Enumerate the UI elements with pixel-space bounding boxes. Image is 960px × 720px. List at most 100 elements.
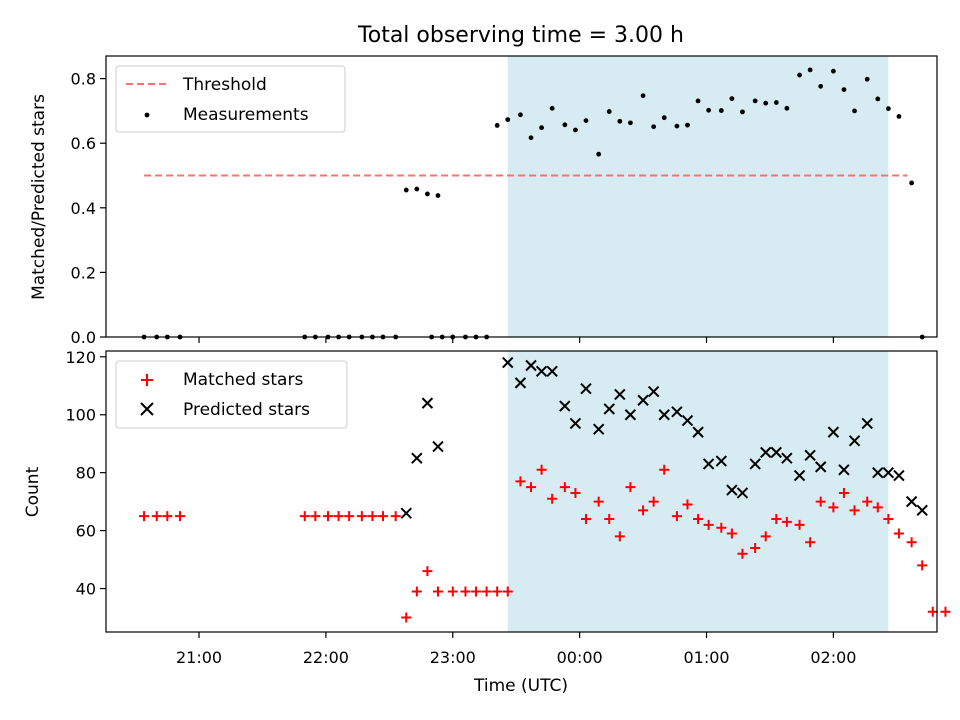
x-axis-label: Time (UTC)	[473, 676, 568, 696]
bottom-y-ticks: 40 60 80 100 120	[65, 348, 106, 599]
measurement-point-35	[627, 120, 633, 126]
bottom-legend-box	[115, 360, 348, 429]
bot-ytick-label-1: 60	[76, 522, 96, 541]
xtick-label-1: 22:00	[303, 648, 349, 667]
legend-measurements-label: Measurements	[183, 105, 309, 125]
predicted-point-30	[793, 469, 806, 482]
matched-point-25	[536, 464, 547, 475]
bottom-y-axis-label: Count	[23, 466, 43, 517]
matched-point-37	[671, 511, 682, 522]
xtick-label-0: 21:00	[176, 648, 222, 667]
matched-point-48	[794, 519, 805, 530]
predicted-point-6	[525, 359, 537, 372]
matched-point-5	[310, 511, 321, 522]
bot-ytick-label-3: 100	[65, 406, 96, 425]
matched-point-14	[411, 586, 422, 597]
matched-point-52	[838, 487, 849, 498]
measurement-point-58	[885, 106, 891, 112]
measurement-point-44	[729, 96, 735, 102]
legend-threshold-label: Threshold	[182, 75, 267, 95]
legend-predicted-swatch	[140, 402, 154, 416]
top-highlight-span	[507, 56, 889, 337]
matched-point-39	[693, 514, 704, 525]
measurement-point-46	[752, 98, 758, 104]
measurement-point-20	[414, 186, 420, 192]
measurement-point-41	[695, 98, 701, 104]
matched-point-3	[175, 511, 186, 522]
matched-point-51	[828, 502, 839, 513]
measurement-point-43	[718, 108, 724, 113]
measurement-point-33	[606, 109, 612, 114]
matched-point-29	[580, 514, 591, 525]
matched-point-57	[893, 528, 904, 539]
matched-point-17	[447, 586, 458, 597]
bottom-points-group	[139, 356, 951, 623]
xtick-label-2: 23:00	[430, 648, 476, 667]
matched-point-21	[492, 586, 503, 597]
predicted-point-38	[882, 466, 895, 479]
measurement-point-21	[425, 191, 430, 197]
top-ytick-label-0: 0.0	[71, 328, 96, 347]
matched-point-16	[432, 586, 443, 597]
bottom-panel: 40 60 80 100 120 21:00 22:00 23:00 00:00 01:00 02…	[23, 348, 951, 696]
top-x-ticks	[198, 337, 834, 343]
legend-predicted-label: Predicted stars	[183, 400, 310, 420]
matched-point-38	[682, 499, 693, 510]
predicted-point-8	[546, 365, 558, 377]
matched-point-50	[815, 496, 826, 507]
measurement-point-25	[518, 112, 523, 118]
predicted-point-17	[647, 385, 660, 398]
matched-point-22	[502, 586, 513, 597]
measurement-point-59	[896, 113, 902, 119]
measurement-point-45	[740, 109, 745, 115]
matched-point-53	[849, 505, 860, 516]
chart-title: Total observing time = 3.00 h	[357, 23, 684, 48]
bot-ytick-label-4: 120	[65, 348, 96, 367]
matched-point-28	[570, 487, 581, 498]
measurement-point-27	[539, 125, 544, 131]
matched-point-27	[559, 482, 570, 493]
measurement-point-38	[661, 115, 667, 121]
matched-point-40	[703, 519, 714, 530]
measurement-point-32	[596, 151, 602, 157]
predicted-point-25	[736, 487, 749, 499]
matched-point-6	[323, 511, 334, 522]
measurement-point-47	[763, 100, 769, 106]
bottom-highlight-span	[507, 351, 889, 632]
predicted-point-31	[804, 449, 816, 461]
top-points-group	[141, 67, 925, 340]
top-plot-frame	[105, 55, 938, 338]
matched-point-56	[883, 514, 894, 525]
measurement-point-49	[784, 105, 790, 111]
predicted-point-18	[658, 409, 670, 421]
measurement-point-48	[773, 100, 779, 105]
predicted-point-33	[827, 426, 840, 438]
measurement-point-56	[864, 76, 870, 82]
predicted-point-14	[614, 388, 626, 401]
matched-point-15	[422, 566, 433, 577]
predicted-point-35	[848, 435, 861, 447]
top-ytick-label-2: 0.4	[71, 199, 96, 218]
matched-point-11	[378, 511, 388, 522]
matched-point-4	[299, 511, 310, 522]
predicted-point-11	[580, 382, 592, 395]
bottom-legend: Matched stars Predicted stars	[115, 360, 348, 429]
predicted-point-29	[781, 452, 793, 464]
legend-measurements-swatch	[144, 112, 150, 118]
predicted-point-20	[681, 414, 694, 427]
measurement-point-29	[562, 122, 568, 128]
measurement-point-26	[528, 135, 534, 141]
top-y-axis-label: Matched/Predicted stars	[29, 94, 49, 300]
matched-point-61	[940, 606, 951, 617]
matched-point-9	[356, 511, 367, 522]
measurement-point-24	[505, 117, 511, 123]
predicted-point-39	[893, 469, 905, 482]
predicted-point-19	[671, 406, 683, 418]
matched-point-30	[593, 496, 604, 507]
predicted-point-26	[749, 458, 761, 470]
top-ytick-label-4: 0.8	[71, 70, 96, 89]
matched-point-2	[162, 511, 173, 522]
measurement-point-30	[573, 127, 578, 133]
top-ytick-label-1: 0.2	[71, 263, 96, 282]
